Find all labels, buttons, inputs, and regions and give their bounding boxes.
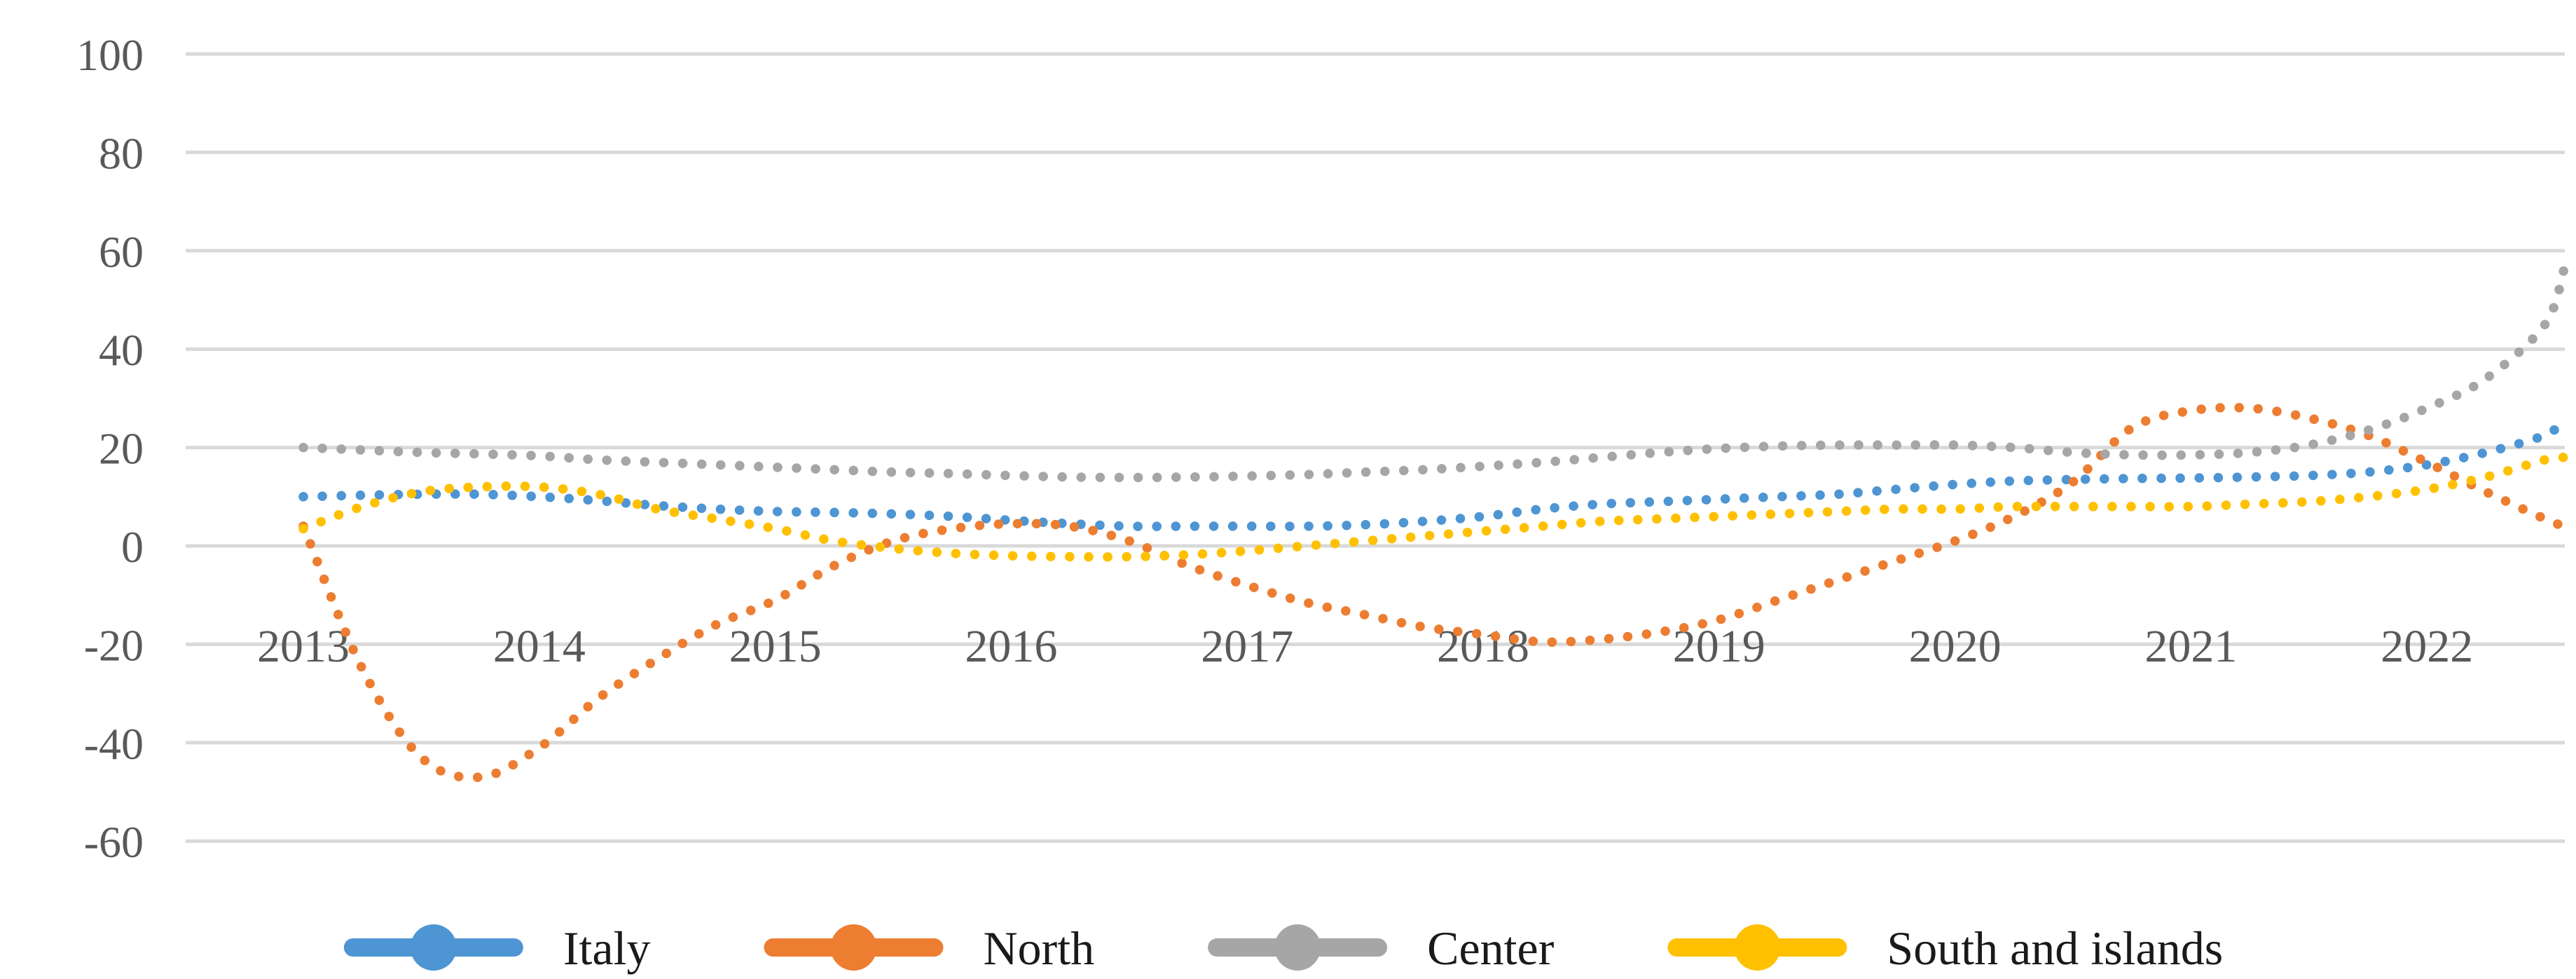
legend-marker-dot-south-and-islands <box>1734 924 1781 971</box>
x-tick-label: 2017 <box>1201 621 1293 672</box>
legend-item-south-and-islands: South and islands <box>1667 922 2223 975</box>
y-tick-label: -40 <box>84 719 144 769</box>
legend-item-north: North <box>764 922 1094 975</box>
series-line-north <box>298 402 2569 783</box>
legend-marker-dot-north <box>830 924 877 971</box>
x-tick-label: 2018 <box>1437 621 1529 672</box>
x-tick-label: 2021 <box>2144 621 2237 672</box>
y-tick-label: -60 <box>84 817 144 867</box>
series-lines <box>298 266 2569 783</box>
y-tick-label: 20 <box>99 424 144 474</box>
legend-label-south-and-islands: South and islands <box>1887 922 2223 975</box>
y-axis-tick-labels: 100 80 60 40 20 0 -20 -40 -60 <box>76 30 144 867</box>
gridlines <box>186 52 2565 843</box>
x-tick-label: 2013 <box>257 621 350 672</box>
legend: Italy North Center South and islands <box>343 922 2223 975</box>
legend-label-italy: Italy <box>563 922 651 975</box>
x-tick-label: 2016 <box>965 621 1057 672</box>
legend-item-italy: Italy <box>343 922 651 975</box>
y-tick-label: 0 <box>121 522 144 572</box>
series-line-center <box>298 266 2569 483</box>
legend-marker-dot-center <box>1274 924 1321 971</box>
y-tick-label: 100 <box>76 30 144 80</box>
x-tick-label: 2015 <box>729 621 822 672</box>
legend-marker-dot-italy <box>410 924 457 971</box>
series-line-south-and-islands <box>298 452 2569 562</box>
x-tick-label: 2020 <box>1909 621 2002 672</box>
x-axis-tick-labels: 2013 2014 2015 2016 2017 2018 2019 2020 2021 2022 <box>257 621 2473 672</box>
series-line-italy <box>298 416 2569 531</box>
y-tick-label: 40 <box>99 325 144 375</box>
y-tick-label: -20 <box>84 620 144 670</box>
x-tick-label: 2014 <box>493 621 586 672</box>
legend-label-north: North <box>983 922 1094 975</box>
x-tick-label: 2022 <box>2381 621 2473 672</box>
legend-item-center: Center <box>1208 922 1555 975</box>
y-tick-label: 60 <box>99 227 144 277</box>
legend-label-center: Center <box>1427 922 1555 975</box>
y-tick-label: 80 <box>99 128 144 178</box>
